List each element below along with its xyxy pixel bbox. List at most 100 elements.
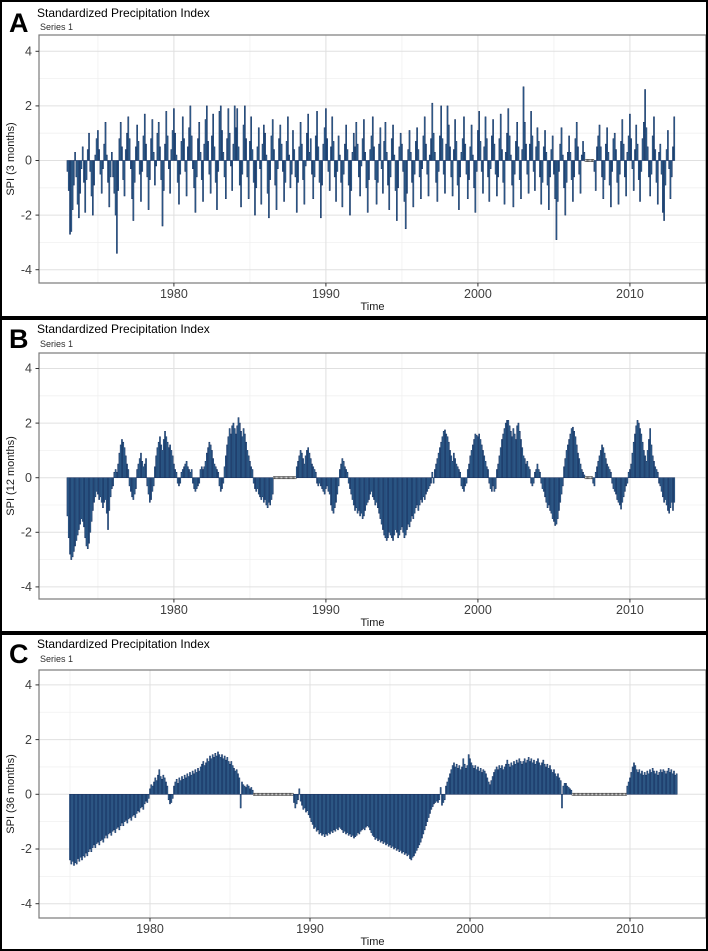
bar: [161, 160, 164, 227]
bar: [662, 477, 664, 498]
bar: [69, 160, 71, 235]
bar: [256, 477, 259, 489]
bar: [462, 758, 465, 795]
bar: [198, 122, 201, 161]
bar: [222, 477, 225, 484]
bar: [104, 477, 107, 500]
bar: [594, 160, 597, 191]
bar: [613, 132, 616, 161]
bar: [98, 794, 101, 846]
bar: [193, 773, 195, 795]
bar: [282, 160, 284, 172]
bar: [184, 463, 187, 478]
bar: [549, 477, 551, 511]
bar: [133, 477, 136, 495]
bar: [537, 469, 540, 478]
bar: [563, 783, 566, 795]
bar: [611, 477, 614, 484]
spi-bars: [66, 417, 676, 560]
bar: [469, 146, 472, 161]
bar: [465, 160, 468, 175]
bar: [198, 477, 201, 484]
bar: [230, 160, 232, 167]
bar: [484, 116, 487, 161]
bar: [498, 765, 501, 795]
bar: [541, 762, 543, 795]
bar: [155, 160, 157, 167]
bar: [569, 152, 572, 161]
bar: [601, 444, 603, 478]
bar: [419, 794, 422, 843]
y-tick-label: 4: [25, 678, 32, 692]
bar: [597, 461, 600, 478]
bar: [388, 477, 391, 533]
bar: [88, 477, 90, 544]
bar: [330, 794, 333, 832]
bar: [390, 477, 393, 539]
bar: [111, 477, 113, 489]
bar: [530, 758, 533, 795]
bar: [159, 776, 162, 795]
bar: [105, 794, 107, 836]
bar: [150, 138, 152, 161]
bar: [238, 160, 241, 186]
bar: [311, 463, 313, 478]
bar: [645, 461, 648, 478]
bar: [329, 794, 331, 835]
bar: [607, 152, 610, 161]
bar: [503, 160, 506, 205]
bar: [384, 122, 387, 161]
bar: [222, 152, 225, 161]
bar: [544, 477, 546, 498]
bar: [111, 152, 113, 161]
bar: [397, 160, 399, 189]
bar: [102, 794, 105, 843]
bar: [653, 770, 655, 795]
bar: [638, 769, 641, 795]
bar: [512, 160, 515, 208]
bar: [309, 138, 312, 161]
bar: [560, 127, 563, 161]
bar: [561, 794, 563, 809]
bar: [668, 160, 671, 169]
bar: [490, 780, 493, 795]
bar: [202, 160, 204, 202]
bar: [460, 152, 463, 161]
bar: [420, 160, 422, 199]
bar: [568, 439, 570, 478]
x-tick-label: 2000: [464, 603, 492, 617]
bar: [361, 138, 364, 161]
bar: [236, 108, 239, 161]
bar: [553, 769, 555, 795]
bar: [293, 149, 296, 161]
bar: [602, 160, 605, 199]
bar: [306, 450, 308, 478]
bar: [127, 469, 130, 478]
bar: [154, 160, 156, 186]
bar: [265, 154, 268, 161]
bar: [669, 772, 671, 795]
bar: [349, 477, 351, 489]
bar: [401, 794, 403, 854]
bar: [232, 143, 235, 161]
bar: [280, 143, 283, 161]
bar: [517, 762, 519, 795]
bar: [117, 160, 119, 191]
bar: [279, 124, 282, 161]
bar: [631, 766, 634, 795]
bar: [541, 477, 544, 489]
y-tick-label: 4: [25, 45, 32, 59]
y-tick-label: -4: [21, 580, 32, 594]
bar: [399, 132, 402, 161]
bar: [556, 160, 559, 202]
bar: [656, 471, 659, 478]
bar: [485, 466, 488, 478]
bar: [173, 108, 175, 161]
bar: [511, 436, 513, 478]
bar: [88, 132, 90, 161]
bar: [579, 160, 582, 194]
bar: [379, 477, 382, 519]
bar: [216, 469, 218, 478]
bar: [482, 160, 484, 194]
bar: [411, 160, 413, 183]
